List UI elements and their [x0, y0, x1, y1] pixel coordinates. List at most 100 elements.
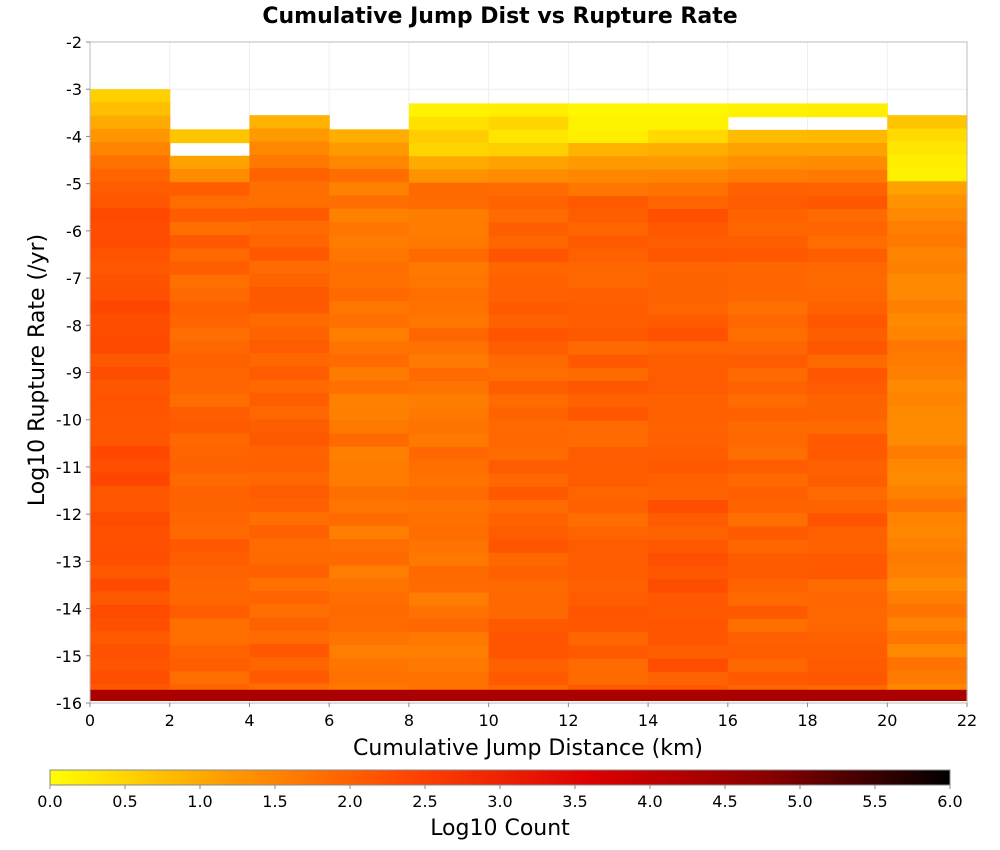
heatmap-cell — [568, 341, 649, 356]
heatmap-cell — [249, 419, 330, 434]
heatmap-cell — [648, 380, 729, 395]
heatmap-cell — [169, 420, 251, 435]
heatmap-cell — [568, 539, 649, 554]
heatmap-cell — [249, 141, 330, 156]
heatmap-cell — [488, 116, 569, 131]
heatmap-cell — [887, 419, 968, 434]
colorbar — [49, 769, 951, 786]
heatmap-cell — [329, 248, 410, 263]
heatmap-cell — [887, 168, 968, 182]
heatmap-cell — [90, 380, 171, 394]
heatmap-cell — [488, 394, 569, 409]
heatmap-cell — [249, 498, 330, 513]
heatmap-cell — [648, 394, 729, 409]
heatmap-cell — [249, 300, 330, 315]
heatmap-cell — [408, 526, 490, 541]
heatmap-cell — [488, 658, 569, 673]
heatmap-cell — [807, 143, 888, 157]
heatmap-cell — [887, 511, 968, 526]
heatmap-cell — [887, 591, 968, 605]
x-tick-label: 4 — [244, 711, 254, 730]
heatmap-cell — [329, 367, 410, 382]
heatmap-cell — [648, 618, 729, 633]
heatmap-cell — [727, 301, 809, 316]
heatmap-cell — [568, 645, 649, 660]
heatmap-cell — [887, 551, 968, 566]
heatmap-cell — [90, 261, 171, 275]
heatmap-cell — [329, 684, 410, 691]
heatmap-cell — [90, 512, 171, 527]
heatmap-cell — [488, 129, 569, 144]
heatmap-cell — [727, 579, 809, 594]
heatmap-cell — [488, 248, 569, 263]
heatmap-cell — [169, 592, 251, 606]
heatmap-cell — [727, 328, 809, 342]
heatmap-cell — [329, 644, 410, 659]
heatmap-cell — [807, 552, 888, 567]
heatmap-cell — [568, 513, 649, 528]
heatmap-cell — [249, 392, 330, 407]
heatmap-cell — [90, 287, 171, 302]
heatmap-cell — [488, 552, 569, 567]
colorbar-tick-label: 2.0 — [337, 792, 362, 811]
heatmap-cell — [648, 539, 729, 554]
heatmap-cell — [488, 367, 569, 382]
heatmap-cell — [169, 406, 251, 421]
heatmap-cell — [727, 420, 809, 435]
heatmap-cell — [727, 499, 809, 514]
heatmap-cell — [249, 326, 330, 341]
heatmap-cell — [807, 209, 888, 223]
y-tick-label: -3 — [66, 80, 82, 99]
heatmap-cell — [90, 366, 171, 381]
heatmap-cell — [648, 552, 729, 567]
heatmap-cell — [488, 341, 569, 356]
heatmap-cell — [249, 472, 330, 486]
heatmap-cell — [568, 380, 649, 395]
heatmap-cell — [169, 367, 251, 382]
heatmap-cell — [727, 513, 809, 528]
colorbar-tick-label: 2.5 — [412, 792, 437, 811]
heatmap-cell — [488, 632, 569, 646]
heatmap-cell — [169, 631, 251, 646]
y-tick-label: -9 — [66, 364, 82, 383]
heatmap-cell — [249, 353, 330, 367]
heatmap-cell — [249, 630, 330, 645]
heatmap-cell — [648, 513, 729, 528]
heatmap-cell — [169, 287, 251, 302]
heatmap-cell — [648, 275, 729, 290]
heatmap-cell — [249, 247, 330, 262]
heatmap-cell — [408, 473, 490, 488]
heatmap-cell — [807, 341, 888, 356]
x-tick-label: 6 — [324, 711, 334, 730]
heatmap-cell — [169, 565, 251, 580]
colorbar-tick-label: 5.0 — [787, 792, 812, 811]
heatmap-cell — [807, 473, 888, 488]
heatmap-cell — [807, 367, 888, 382]
x-axis-ticks: 0 2 4 6 8 10 12 14 16 18 20 22 — [85, 703, 977, 730]
heatmap-cell — [648, 301, 729, 316]
heatmap-cell — [568, 460, 649, 475]
heatmap-cell — [568, 394, 649, 409]
heatmap-cell — [169, 182, 251, 197]
heatmap-cell — [727, 486, 809, 501]
heatmap-cell — [408, 222, 490, 237]
heatmap-cell — [727, 618, 809, 633]
heatmap-cell — [807, 354, 888, 369]
heatmap-cell — [169, 539, 251, 553]
heatmap-cell — [568, 248, 649, 263]
heatmap-cell — [727, 605, 809, 620]
x-tick-label: 22 — [957, 711, 977, 730]
heatmap-cell — [90, 274, 171, 289]
heatmap-cell — [249, 577, 330, 592]
heatmap-cell — [727, 143, 809, 157]
heatmap-cell — [568, 169, 649, 184]
heatmap-cell — [249, 260, 330, 275]
heatmap-cell — [408, 354, 490, 369]
heatmap-cell — [648, 658, 729, 673]
heatmap-cell — [329, 129, 410, 144]
heatmap-cell — [329, 592, 410, 606]
heatmap-cell — [488, 605, 569, 620]
heatmap-cell — [249, 538, 330, 553]
heatmap-cell — [90, 102, 171, 117]
